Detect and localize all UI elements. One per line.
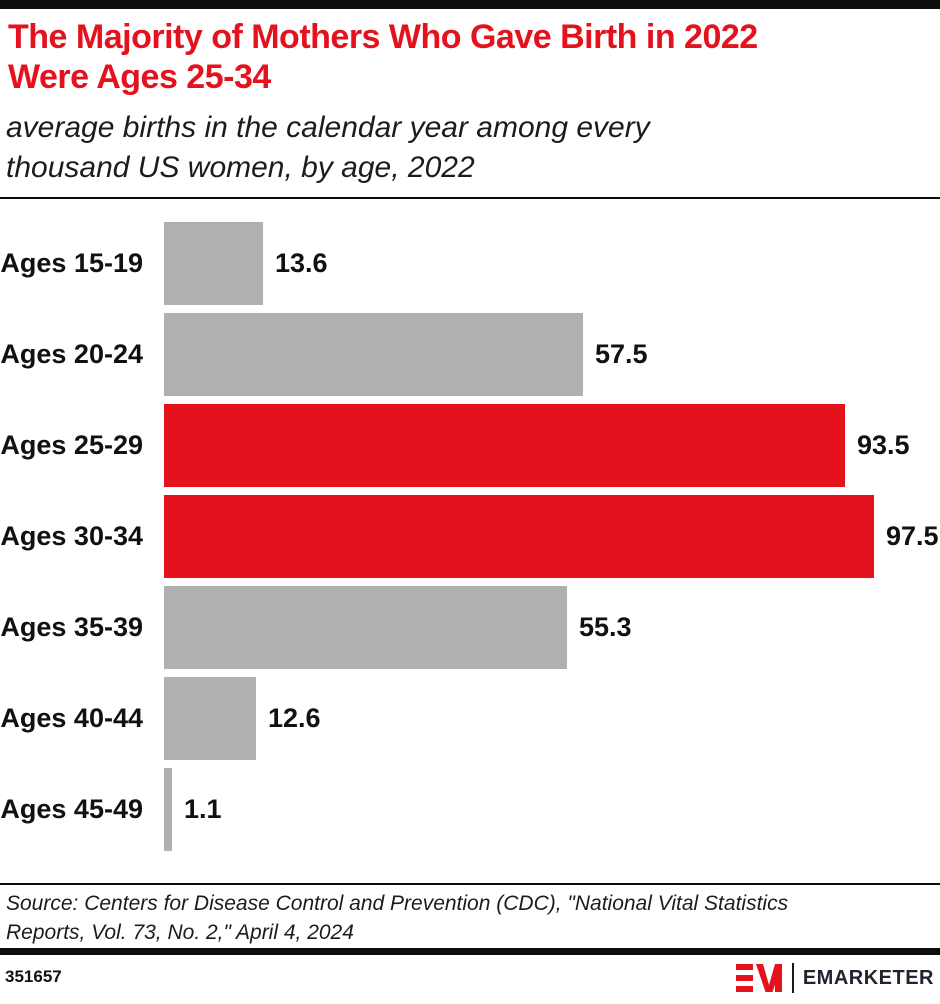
category-label: Ages 45-49 [0,794,143,824]
category-label: Ages 20-24 [0,339,143,369]
chart-id: 351657 [5,967,62,986]
top-black-bar [0,0,940,9]
bar [164,222,263,305]
source-note-line1: Source: Centers for Disease Control and … [6,892,789,915]
chart-title: The Majority of Mothers Who Gave Birth i… [8,17,928,97]
value-label: 93.5 [857,430,910,460]
bar [164,677,256,760]
source-note: Source: Centers for Disease Control and … [6,889,916,947]
bar [164,313,583,396]
source-divider [0,883,940,885]
chart-subtitle-line1: average births in the calendar year amon… [6,111,650,144]
value-label: 13.6 [275,248,328,278]
category-label: Ages 25-29 [0,430,143,460]
category-label: Ages 35-39 [0,612,143,642]
category-label: Ages 15-19 [0,248,143,278]
chart-title-line1: The Majority of Mothers Who Gave Birth i… [8,18,758,56]
bar [164,768,172,851]
bar-row: Ages 35-39 55.3 [0,586,940,669]
bar-row: Ages 15-19 13.6 [0,222,940,305]
bar-row: Ages 25-29 93.5 [0,404,940,487]
category-label: Ages 30-34 [0,521,143,551]
footer-divider [0,948,940,955]
emarketer-monogram-icon [735,964,782,992]
source-note-line2: Reports, Vol. 73, No. 2," April 4, 2024 [6,921,354,944]
bar-row: Ages 30-34 97.5 [0,495,940,578]
value-label: 1.1 [184,794,222,824]
bar-chart: Ages 15-19 13.6 Ages 20-24 57.5 Ages 25-29 93… [0,222,940,851]
header-divider [0,197,940,199]
bar-row: Ages 20-24 57.5 [0,313,940,396]
logo-separator [791,963,794,993]
bar [164,586,567,669]
category-label: Ages 40-44 [0,703,143,733]
value-label: 12.6 [268,703,321,733]
value-label: 57.5 [595,339,648,369]
chart-subtitle-line2: thousand US women, by age, 2022 [6,151,475,184]
emarketer-logo: EMARKETER [735,962,934,994]
value-label: 55.3 [579,612,632,642]
bar [164,495,874,578]
brand-name: EMARKETER [802,966,934,989]
chart-title-line2: Were Ages 25-34 [8,58,271,96]
value-label: 97.5 [886,521,939,551]
bar-row: Ages 45-49 1.1 [0,768,940,851]
bar-row: Ages 40-44 12.6 [0,677,940,760]
chart-subtitle: average births in the calendar year amon… [6,108,926,188]
bar [164,404,845,487]
